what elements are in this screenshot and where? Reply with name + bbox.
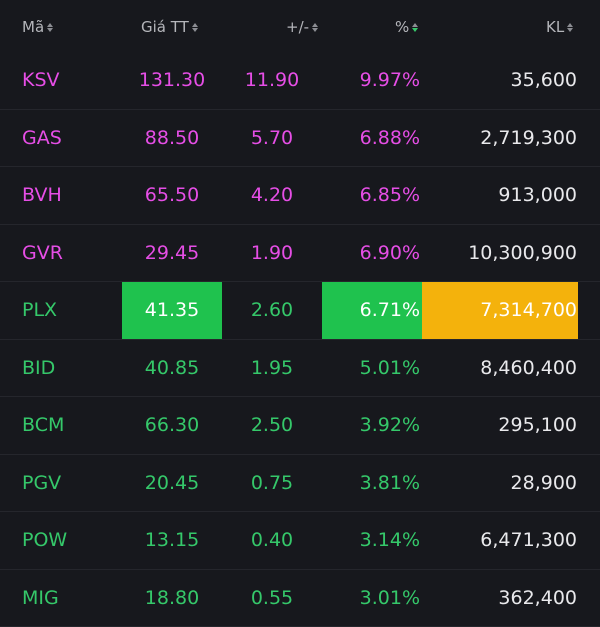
symbol-cell: GAS [22,110,62,167]
table-row[interactable]: BCM 66.30 2.50 3.92% 295,100 [0,397,600,455]
volume-cell: 10,300,900 [422,225,578,282]
column-header-change-label: +/- [286,16,309,38]
change-cell: 5.70 [222,110,322,167]
percent-cell: 3.01% [322,570,422,627]
change-cell: 1.90 [222,225,322,282]
sort-icon [47,23,53,32]
percent-cell: 6.88% [322,110,422,167]
column-header-symbol[interactable]: Mã [22,16,53,38]
percent-cell: 9.97% [322,52,422,109]
percent-cell: 3.14% [322,512,422,569]
change-cell: 0.55 [222,570,322,627]
table-row[interactable]: MIG 18.80 0.55 3.01% 362,400 [0,570,600,627]
percent-cell: 3.81% [322,455,422,512]
sort-icon [312,23,318,32]
volume-cell: 28,900 [422,455,578,512]
symbol-cell: GVR [22,225,63,282]
sort-icon [567,23,573,32]
change-cell: 0.40 [222,512,322,569]
volume-cell: 913,000 [422,167,578,224]
column-header-percent-label: % [395,16,409,38]
table-header: Mã Giá TT +/- % KL [0,0,600,52]
table-row[interactable]: GVR 29.45 1.90 6.90% 10,300,900 [0,225,600,283]
sort-desc-active-icon [412,23,418,32]
volume-cell: 295,100 [422,397,578,454]
price-cell: 18.80 [122,570,222,627]
price-cell: 88.50 [122,110,222,167]
volume-cell: 362,400 [422,570,578,627]
column-header-price[interactable]: Giá TT [141,16,198,38]
price-cell: 29.45 [122,225,222,282]
percent-cell: 5.01% [322,340,422,397]
price-cell: 13.15 [122,512,222,569]
column-header-volume-label: KL [546,16,564,38]
change-cell: 2.50 [222,397,322,454]
symbol-cell: MIG [22,570,59,627]
table-row[interactable]: BVH 65.50 4.20 6.85% 913,000 [0,167,600,225]
table-row[interactable]: GAS 88.50 5.70 6.88% 2,719,300 [0,110,600,168]
table-row[interactable]: POW 13.15 0.40 3.14% 6,471,300 [0,512,600,570]
price-cell: 65.50 [122,167,222,224]
symbol-cell: KSV [22,52,60,109]
change-cell: 0.75 [222,455,322,512]
volume-cell: 35,600 [422,52,578,109]
percent-cell: 6.85% [322,167,422,224]
table-row[interactable]: PGV 20.45 0.75 3.81% 28,900 [0,455,600,513]
price-cell: 40.85 [122,340,222,397]
table-row[interactable]: BID 40.85 1.95 5.01% 8,460,400 [0,340,600,398]
price-cell: 66.30 [122,397,222,454]
change-cell: 4.20 [222,167,322,224]
percent-cell: 3.92% [322,397,422,454]
symbol-cell: POW [22,512,67,569]
change-cell: 1.95 [222,340,322,397]
volume-cell: 6,471,300 [422,512,578,569]
change-cell: 11.90 [222,52,322,109]
price-cell-highlighted: 41.35 [122,282,222,339]
column-header-change[interactable]: +/- [286,16,318,38]
sort-icon [192,23,198,32]
symbol-cell: BVH [22,167,62,224]
percent-cell: 6.90% [322,225,422,282]
percent-cell-highlighted: 6.71% [322,282,422,339]
column-header-price-label: Giá TT [141,16,189,38]
volume-cell: 8,460,400 [422,340,578,397]
price-cell: 131.30 [122,52,222,109]
table-row[interactable]: PLX 41.35 2.60 6.71% 7,314,700 [0,282,600,340]
symbol-cell: BCM [22,397,64,454]
symbol-cell: PLX [22,282,57,339]
volume-cell-highlighted: 7,314,700 [422,282,578,339]
change-cell: 2.60 [222,282,322,339]
column-header-symbol-label: Mã [22,16,44,38]
table-row[interactable]: KSV 131.30 11.90 9.97% 35,600 [0,52,600,110]
stock-table-body: KSV 131.30 11.90 9.97% 35,600 GAS 88.50 … [0,52,600,627]
symbol-cell: BID [22,340,55,397]
symbol-cell: PGV [22,455,61,512]
column-header-percent[interactable]: % [395,16,418,38]
column-header-volume[interactable]: KL [546,16,573,38]
volume-cell: 2,719,300 [422,110,578,167]
price-cell: 20.45 [122,455,222,512]
